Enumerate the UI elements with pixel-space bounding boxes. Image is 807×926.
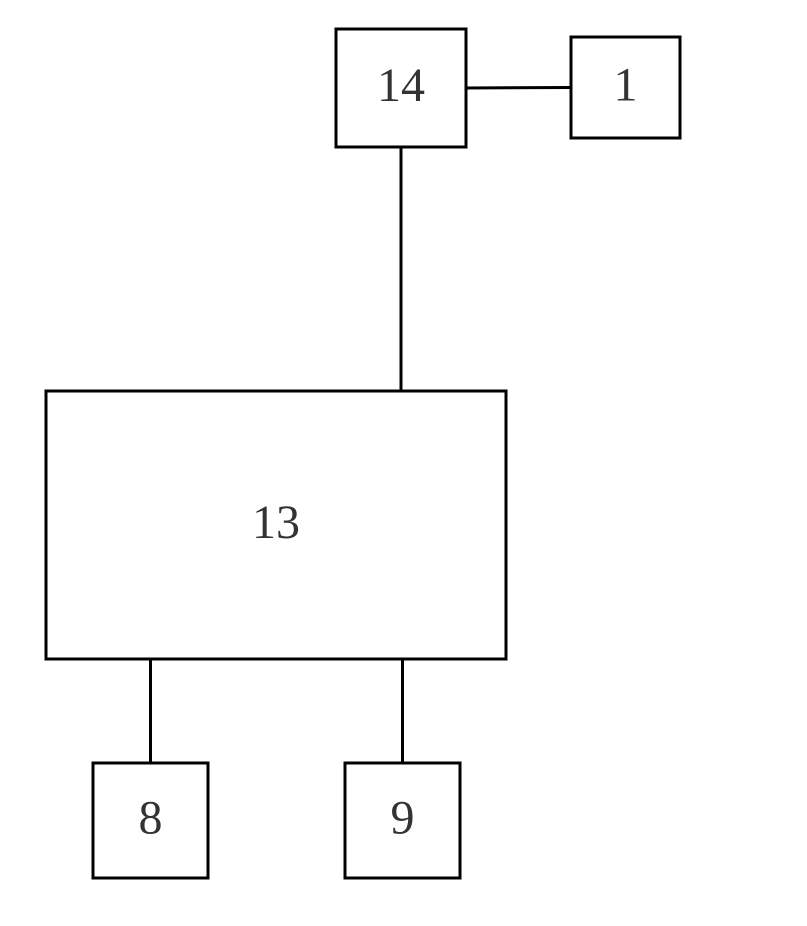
node-n14: 14 <box>336 29 466 147</box>
node-label-n14: 14 <box>377 59 425 112</box>
node-label-n9: 9 <box>391 792 415 845</box>
node-n9: 9 <box>345 763 460 878</box>
node-label-n13: 13 <box>252 496 300 549</box>
node-n1: 1 <box>571 37 680 138</box>
node-label-n8: 8 <box>139 792 163 845</box>
node-n13: 13 <box>46 391 506 659</box>
block-diagram: 14 1 13 8 9 <box>0 0 807 926</box>
edge-n14-n1 <box>466 88 571 89</box>
node-label-n1: 1 <box>614 59 638 112</box>
node-n8: 8 <box>93 763 208 878</box>
